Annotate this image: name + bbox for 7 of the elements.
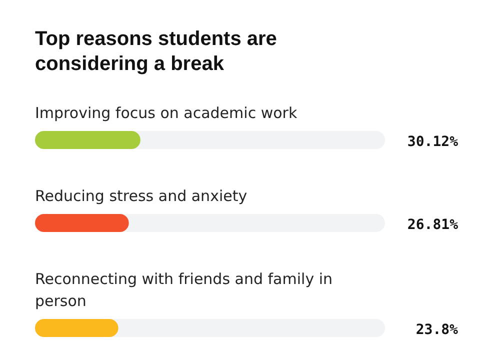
data-label: 30.12%	[407, 134, 459, 150]
y-tick-label: Improving focus on academic work	[35, 104, 298, 122]
y-tick-label: Reconnecting with friends and family in person	[35, 270, 333, 310]
y-tick-label: Reducing stress and anxiety	[35, 187, 248, 205]
data-label: 23.8%	[416, 322, 459, 338]
data-label: 26.81%	[407, 217, 459, 233]
chart-title: Top reasons students are considering a break	[35, 28, 277, 75]
